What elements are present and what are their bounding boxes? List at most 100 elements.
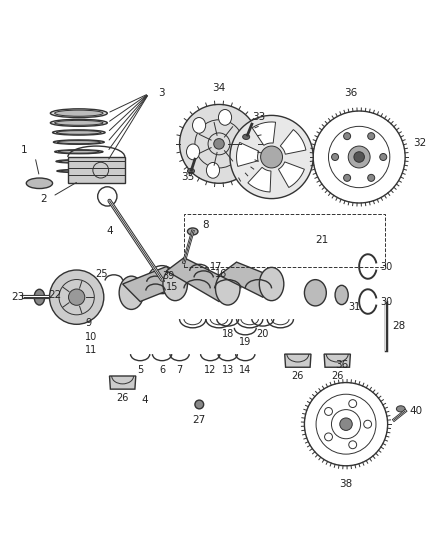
Ellipse shape bbox=[57, 169, 101, 173]
Text: 13: 13 bbox=[222, 365, 234, 375]
Polygon shape bbox=[324, 354, 350, 367]
Text: 11: 11 bbox=[85, 345, 98, 355]
Polygon shape bbox=[285, 354, 311, 367]
Text: 8: 8 bbox=[202, 220, 209, 230]
Text: 20: 20 bbox=[257, 329, 269, 338]
Ellipse shape bbox=[193, 117, 206, 133]
Text: 32: 32 bbox=[413, 138, 426, 148]
Circle shape bbox=[367, 174, 374, 181]
Text: 23: 23 bbox=[11, 292, 24, 302]
Text: 26: 26 bbox=[331, 371, 343, 381]
Text: 40: 40 bbox=[410, 406, 423, 416]
Text: 4: 4 bbox=[141, 395, 148, 405]
Bar bbox=[184, 214, 385, 266]
Text: 35: 35 bbox=[181, 172, 194, 182]
Ellipse shape bbox=[50, 119, 107, 126]
Circle shape bbox=[367, 133, 374, 140]
Ellipse shape bbox=[259, 268, 284, 301]
Circle shape bbox=[180, 104, 258, 183]
Ellipse shape bbox=[26, 178, 53, 189]
Ellipse shape bbox=[238, 128, 251, 144]
Ellipse shape bbox=[60, 160, 98, 163]
Text: 25: 25 bbox=[95, 269, 107, 279]
Ellipse shape bbox=[55, 120, 103, 125]
Text: 6: 6 bbox=[159, 365, 165, 375]
Circle shape bbox=[340, 418, 352, 431]
Polygon shape bbox=[279, 162, 304, 188]
Ellipse shape bbox=[187, 144, 200, 160]
Circle shape bbox=[348, 146, 370, 168]
Text: 9: 9 bbox=[85, 318, 92, 328]
Text: 26: 26 bbox=[292, 371, 304, 381]
Ellipse shape bbox=[60, 170, 97, 172]
Circle shape bbox=[332, 154, 339, 160]
Ellipse shape bbox=[396, 406, 405, 412]
Circle shape bbox=[343, 133, 351, 140]
Text: 27: 27 bbox=[193, 415, 206, 425]
Text: 38: 38 bbox=[339, 479, 353, 489]
Ellipse shape bbox=[187, 228, 198, 235]
Ellipse shape bbox=[163, 268, 187, 301]
Text: 30: 30 bbox=[380, 262, 392, 271]
Text: 31: 31 bbox=[348, 302, 360, 312]
Ellipse shape bbox=[34, 289, 45, 305]
Polygon shape bbox=[68, 157, 125, 183]
Text: 28: 28 bbox=[392, 321, 405, 330]
Text: 21: 21 bbox=[315, 235, 328, 245]
Circle shape bbox=[68, 289, 85, 305]
Ellipse shape bbox=[335, 285, 348, 304]
Text: 30: 30 bbox=[380, 296, 392, 306]
Circle shape bbox=[230, 115, 313, 199]
Polygon shape bbox=[166, 258, 237, 302]
Ellipse shape bbox=[50, 109, 107, 118]
Text: 22: 22 bbox=[48, 290, 61, 300]
Circle shape bbox=[195, 400, 204, 409]
Text: 39: 39 bbox=[162, 271, 174, 281]
Text: 2: 2 bbox=[40, 193, 47, 204]
Ellipse shape bbox=[215, 272, 240, 305]
Polygon shape bbox=[252, 122, 276, 146]
Ellipse shape bbox=[58, 150, 99, 153]
Ellipse shape bbox=[232, 155, 245, 170]
Text: 4: 4 bbox=[106, 227, 113, 237]
Ellipse shape bbox=[206, 163, 219, 178]
Ellipse shape bbox=[57, 131, 101, 134]
Ellipse shape bbox=[56, 159, 102, 163]
Text: 10: 10 bbox=[85, 332, 98, 342]
Text: 34: 34 bbox=[212, 84, 226, 93]
Ellipse shape bbox=[187, 168, 194, 174]
Ellipse shape bbox=[119, 276, 144, 310]
Text: 26: 26 bbox=[117, 393, 129, 402]
Ellipse shape bbox=[57, 141, 100, 143]
Ellipse shape bbox=[53, 140, 104, 144]
Ellipse shape bbox=[219, 109, 232, 125]
Polygon shape bbox=[110, 376, 136, 389]
Polygon shape bbox=[248, 167, 271, 192]
Circle shape bbox=[49, 270, 104, 324]
Text: 3: 3 bbox=[158, 88, 164, 99]
Circle shape bbox=[380, 154, 387, 160]
Text: 15: 15 bbox=[166, 282, 179, 292]
Ellipse shape bbox=[243, 134, 250, 140]
Text: 16: 16 bbox=[215, 269, 227, 279]
Polygon shape bbox=[219, 262, 280, 297]
Text: 36: 36 bbox=[335, 360, 348, 370]
Circle shape bbox=[214, 139, 224, 149]
Ellipse shape bbox=[304, 280, 326, 306]
Text: 7: 7 bbox=[177, 365, 183, 375]
Polygon shape bbox=[123, 266, 184, 302]
Text: 36: 36 bbox=[344, 88, 357, 98]
Text: 19: 19 bbox=[239, 337, 251, 348]
Circle shape bbox=[343, 174, 351, 181]
Text: 5: 5 bbox=[137, 365, 143, 375]
Text: 12: 12 bbox=[204, 365, 216, 375]
Ellipse shape bbox=[55, 150, 103, 154]
Text: 14: 14 bbox=[239, 365, 251, 375]
Ellipse shape bbox=[53, 130, 105, 135]
Text: 17: 17 bbox=[210, 262, 223, 272]
Text: 18: 18 bbox=[222, 329, 234, 338]
Text: 33: 33 bbox=[252, 112, 265, 122]
Text: 1: 1 bbox=[21, 145, 28, 155]
Polygon shape bbox=[280, 130, 306, 154]
Circle shape bbox=[261, 146, 283, 168]
